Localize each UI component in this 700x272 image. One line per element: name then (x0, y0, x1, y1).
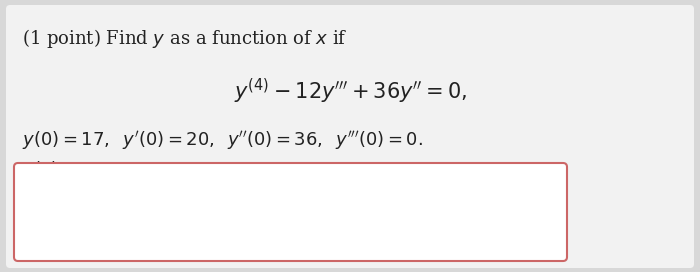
FancyBboxPatch shape (14, 163, 567, 261)
Text: (1 point) Find $y$ as a function of $x$ if: (1 point) Find $y$ as a function of $x$ … (22, 27, 348, 50)
FancyBboxPatch shape (6, 5, 694, 268)
Text: $y(0) = 17,\;\; y^{\prime}(0) = 20,\;\; y^{\prime\prime}(0) = 36,\;\; y^{\prime\: $y(0) = 17,\;\; y^{\prime}(0) = 20,\;\; … (22, 129, 423, 152)
Text: $y^{(4)} - 12y^{\prime\prime\prime} + 36y^{\prime\prime} = 0,$: $y^{(4)} - 12y^{\prime\prime\prime} + 36… (234, 77, 466, 106)
Text: $y(x) =$: $y(x) =$ (22, 159, 76, 181)
